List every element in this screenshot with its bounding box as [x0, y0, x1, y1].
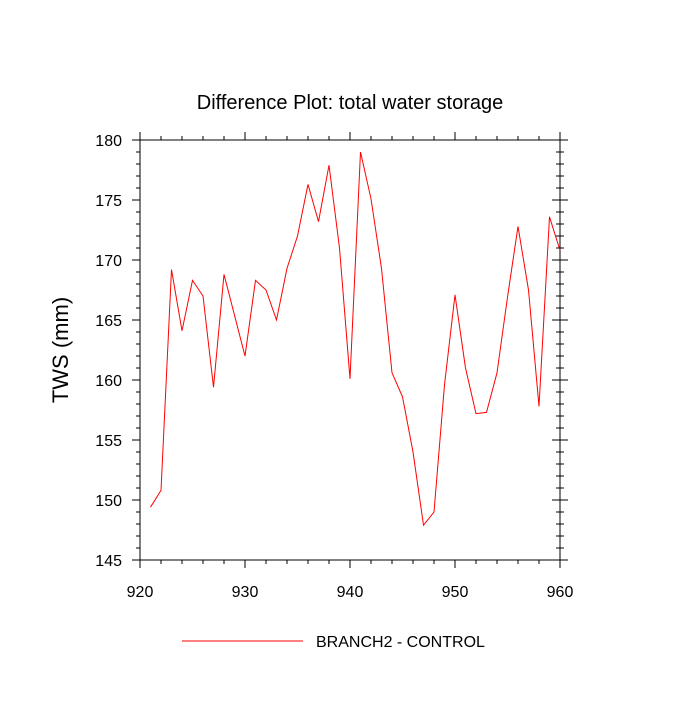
x-tick-label-950: 950 [442, 584, 469, 601]
y-tick-label-160: 160 [95, 373, 122, 390]
y-tick-label-170: 170 [95, 253, 122, 270]
y-tick-label-155: 155 [95, 433, 122, 450]
legend: BRANCH2 - CONTROL [182, 634, 485, 651]
chart-title: Difference Plot: total water storage [197, 92, 503, 114]
x-tick-label-930: 930 [232, 584, 259, 601]
x-tick-label-940: 940 [337, 584, 364, 601]
y-tick-label-165: 165 [95, 313, 122, 330]
series-layer [150, 151, 561, 527]
plot-frame [139, 139, 561, 561]
series-line-0 [150, 151, 561, 527]
x-tick-label-960: 960 [547, 584, 574, 601]
y-axis-label: TWS (mm) [48, 297, 73, 403]
y-tick-label-150: 150 [95, 493, 122, 510]
x-tick-label-920: 920 [127, 584, 154, 601]
ticks-layer: 920 930 940 950 960 145 150 155 160 165 170 175 180 [95, 132, 573, 601]
y-tick-label-175: 175 [95, 193, 122, 210]
y-tick-label-180: 180 [95, 133, 122, 150]
legend-label-0: BRANCH2 - CONTROL [316, 634, 485, 651]
y-tick-label-145: 145 [95, 553, 122, 570]
